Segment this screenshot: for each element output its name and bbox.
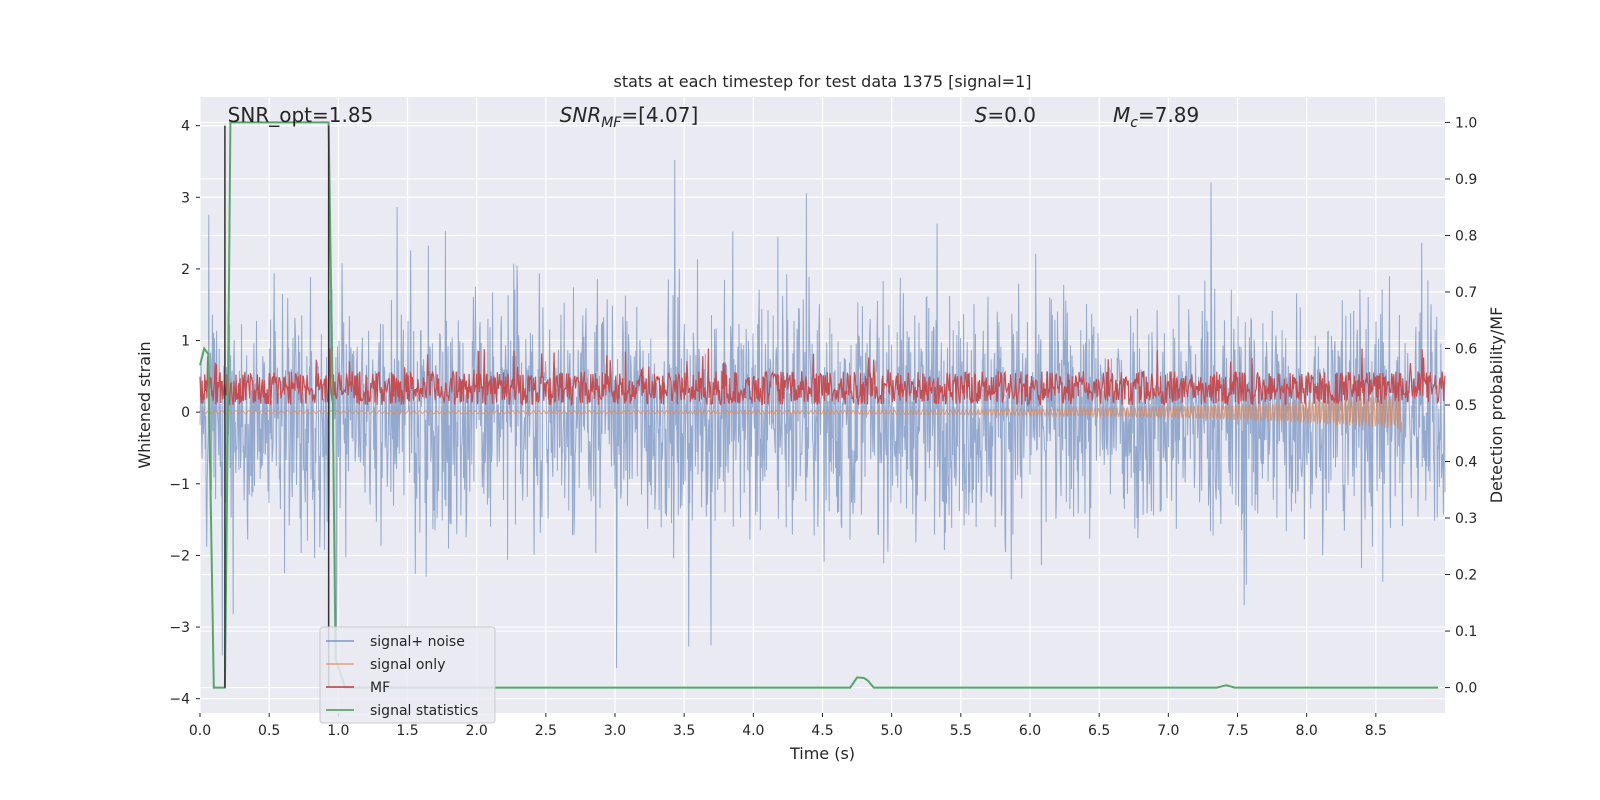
x-tick-label: 5.5: [950, 723, 972, 739]
x-tick-label: 6.0: [1019, 723, 1041, 739]
y-right-tick-label: 0.0: [1455, 681, 1477, 697]
x-tick-label: 1.5: [396, 723, 418, 739]
y-tick-label: 2: [181, 262, 190, 278]
line-signal-only: [199, 395, 1402, 433]
y-right-tick-label: 0.3: [1455, 511, 1477, 527]
y-tick-label: −1: [169, 477, 190, 493]
y-right-tick-label: 0.1: [1455, 624, 1477, 640]
y-right-tick-label: 0.9: [1455, 172, 1477, 188]
legend-label: signal only: [370, 657, 445, 673]
x-tick-labels: 0.0 0.5 1.0 1.5 2.0 2.5 3.0 3.5 4.0 4.5 5.0 5.5 6.0 6…: [189, 713, 1387, 739]
y-tick-label: −3: [169, 620, 190, 636]
y-tick-label: 1: [181, 334, 190, 350]
y-tick-label: −2: [169, 548, 190, 564]
x-tick-label: 2.0: [466, 723, 488, 739]
legend: signal+ noise signal only MF signal statist…: [319, 626, 496, 724]
x-tick-label: 3.5: [673, 723, 695, 739]
y-right-tick-label: 0.4: [1455, 455, 1477, 471]
y-tick-label: 3: [181, 190, 190, 206]
vertical-lines: [224, 125, 330, 688]
chart-title: stats at each timestep for test data 137…: [613, 72, 1031, 91]
x-tick-label: 8.0: [1296, 723, 1318, 739]
legend-label: MF: [370, 680, 390, 696]
x-tick-label: 8.5: [1365, 723, 1387, 739]
annotation-0: SNR_opt=1.85: [228, 103, 374, 127]
series-mf: [199, 348, 1446, 407]
y-right-tick-label: 0.2: [1455, 568, 1477, 584]
annotations: SNR_opt=1.85 SNRMF=[4.07] S=0.0 Mc=7.89: [228, 103, 1200, 131]
y-right-tick-label: 1.0: [1455, 115, 1477, 131]
x-tick-label: 2.5: [535, 723, 557, 739]
legend-label: signal+ noise: [370, 634, 465, 650]
y-tick-label: −4: [169, 692, 190, 708]
x-tick-label: 6.5: [1088, 723, 1110, 739]
x-tick-label: 7.0: [1157, 723, 1179, 739]
legend-box: [319, 626, 496, 724]
y-right-tick-label: 0.8: [1455, 228, 1477, 244]
annotation-3: Mc=7.89: [1113, 103, 1199, 131]
y-right-axis-label: Detection probability/MF: [1487, 307, 1506, 504]
x-tick-label: 1.0: [327, 723, 349, 739]
x-axis-label: Time (s): [789, 744, 855, 763]
series-signal-only: [199, 395, 1402, 433]
y-tick-label: 4: [181, 119, 190, 135]
y-right-tick-labels: 1.0 0.9 0.8 0.7 0.6 0.5 0.4 0.3 0.2 0.1 0.0: [1445, 115, 1477, 697]
y-tick-label: 0: [181, 405, 190, 421]
grid: [199, 97, 1445, 713]
x-tick-label: 3.0: [604, 723, 626, 739]
x-tick-label: 4.5: [811, 723, 833, 739]
x-tick-label: 0.0: [189, 723, 211, 739]
x-tick-label: 4.0: [742, 723, 764, 739]
annotation-1: SNRMF=[4.07]: [560, 103, 699, 131]
y-axis-label: Whitened strain: [135, 341, 154, 468]
x-tick-label: 5.0: [881, 723, 903, 739]
legend-label: signal statistics: [370, 703, 478, 719]
x-tick-label: 0.5: [258, 723, 280, 739]
line-mf: [199, 348, 1446, 407]
annotation-2: S=0.0: [975, 103, 1036, 127]
y-right-tick-label: 0.6: [1455, 341, 1477, 357]
y-right-tick-label: 0.5: [1455, 398, 1477, 414]
y-tick-labels: 4 3 2 1 0 −1 −2 −3 −4: [169, 119, 200, 708]
y-right-tick-label: 0.7: [1455, 285, 1477, 301]
x-tick-label: 7.5: [1226, 723, 1248, 739]
